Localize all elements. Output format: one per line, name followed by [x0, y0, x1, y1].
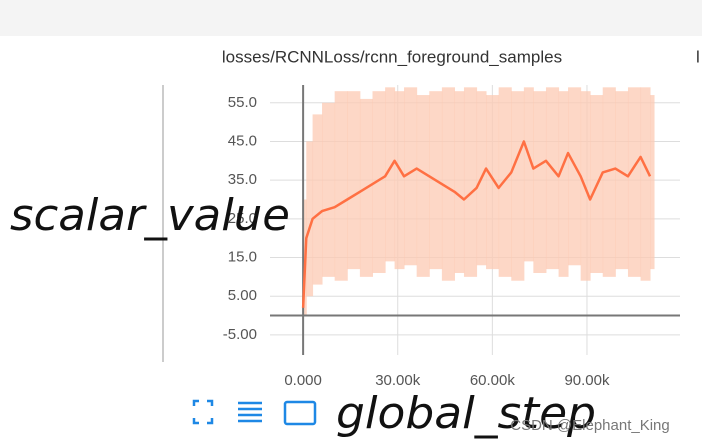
raw-band: [322, 102, 336, 277]
annotation: scalar_value: [10, 190, 290, 241]
y-tick-label: 55.0: [228, 94, 257, 111]
raw-band: [441, 87, 455, 281]
raw-band: [334, 91, 348, 281]
raw-band: [627, 87, 642, 277]
x-tick-label: 0.000: [284, 372, 322, 389]
raw-band: [404, 87, 418, 266]
raw-band: [545, 87, 560, 270]
next-chart-title: l: [696, 47, 700, 66]
y-tick-label: 45.0: [228, 132, 257, 149]
plot-area: -5.00 5.00 15.0 25.0 35.0 45.0 55.0 0.000 30.00k…: [223, 85, 680, 389]
x-tick-label: 60.00k: [470, 372, 516, 389]
y-tick-label: 5.00: [228, 287, 257, 304]
fit-domain-icon[interactable]: [283, 400, 317, 426]
watermark: CSDN @Elephant_King: [510, 417, 669, 434]
raw-band: [558, 91, 569, 277]
series-line: [301, 140, 652, 308]
raw-band: [385, 87, 396, 262]
raw-band: [486, 95, 500, 270]
chart-title: losses/RCNNLoss/rcnn_foreground_samples: [222, 47, 562, 66]
raw-band: [394, 91, 405, 270]
x-tick-label: 90.00k: [564, 372, 610, 389]
raw-band: [568, 87, 582, 266]
raw-band: [312, 114, 323, 285]
raw-band: [511, 91, 525, 281]
raw-band: [454, 91, 465, 273]
raw-band: [463, 87, 478, 277]
expand-icon[interactable]: [192, 399, 214, 425]
x-tick-label: 30.00k: [375, 372, 421, 389]
raw-band: [372, 91, 386, 273]
raw-band: [347, 91, 361, 270]
raw-band: [306, 141, 314, 297]
y-tick-label: 15.0: [228, 248, 257, 265]
log-scale-icon[interactable]: [238, 401, 262, 423]
y-tick-label: -5.00: [223, 326, 257, 343]
y-tick-label: 25.0: [228, 210, 257, 227]
raw-band: [602, 87, 616, 277]
top-bar: [0, 0, 702, 36]
annotation: global_step: [336, 388, 596, 439]
raw-band: [523, 87, 534, 262]
raw-band: [640, 87, 651, 281]
raw-band: [615, 91, 629, 270]
raw-band: [650, 95, 655, 270]
toolbar: [192, 399, 317, 426]
y-tick-label: 35.0: [228, 171, 257, 188]
raw-band: [498, 87, 512, 277]
raw-band: [533, 91, 547, 273]
raw-band: [416, 95, 430, 277]
